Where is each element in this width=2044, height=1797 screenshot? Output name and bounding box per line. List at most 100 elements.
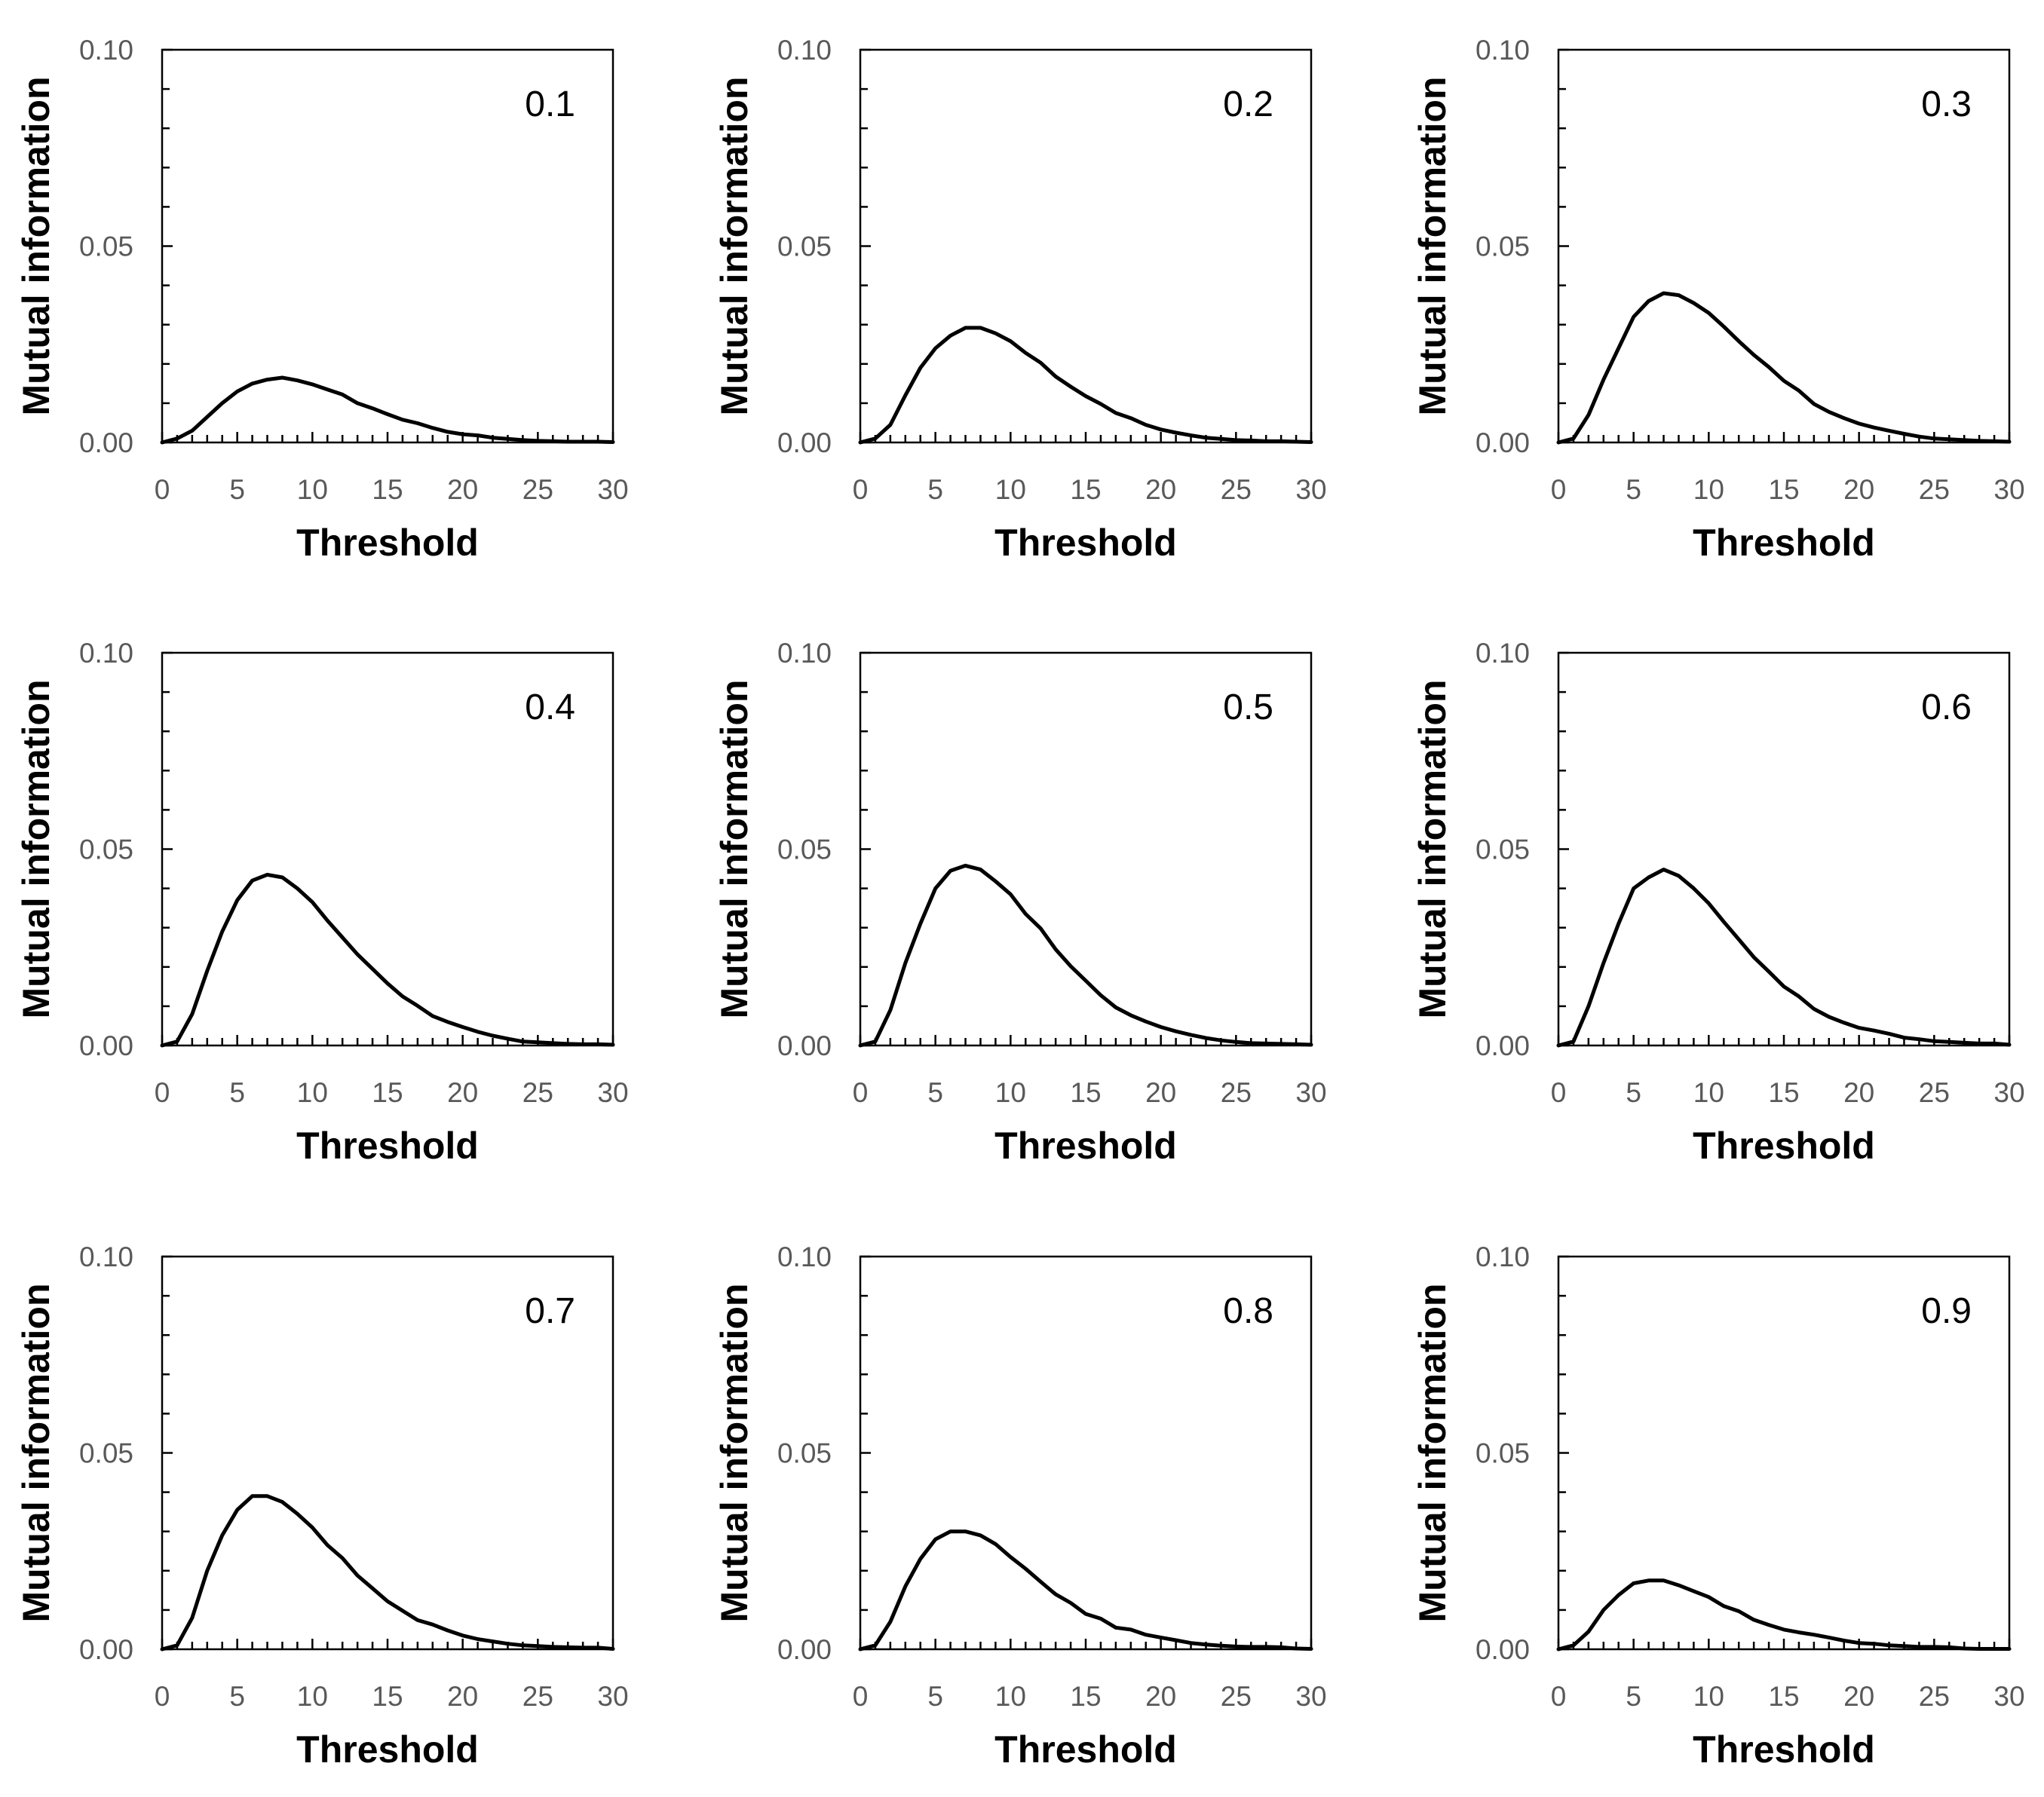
y-tick-label: 0.10 (79, 1241, 133, 1272)
chart-panel-8: 0 5 10 15 20 25 30 0.00 0.05 0.10 Threshold Mutual … (713, 1241, 1327, 1771)
x-axis-title: Threshold (994, 522, 1177, 564)
panel-label: 0.5 (1223, 687, 1273, 727)
series-line (858, 326, 1313, 445)
x-tick-label: 25 (522, 1077, 553, 1108)
y-tick-label: 0.10 (1476, 1241, 1530, 1272)
x-tick-label: 0 (1551, 1681, 1567, 1712)
x-tick-label: 0 (853, 1077, 869, 1108)
y-tick-label: 0.00 (777, 1634, 832, 1665)
x-tick-label: 30 (1993, 1077, 2024, 1108)
y-tick-label: 0.10 (79, 35, 133, 66)
x-axis-title: Threshold (296, 522, 479, 564)
x-tick-label: 0 (853, 1681, 869, 1712)
y-tick-label: 0.05 (1476, 231, 1530, 262)
y-axis-title: Mutual information (713, 680, 755, 1019)
x-tick-label: 25 (1919, 474, 1950, 505)
x-tick-label: 10 (1693, 1077, 1724, 1108)
x-tick-label: 10 (995, 1077, 1026, 1108)
panel-label: 0.2 (1223, 84, 1273, 124)
y-axis-title: Mutual information (15, 1284, 57, 1623)
x-tick-label: 0 (155, 1681, 170, 1712)
x-tick-label: 20 (1843, 1681, 1874, 1712)
y-tick-label: 0.10 (777, 1241, 832, 1272)
x-tick-label: 25 (1221, 1681, 1252, 1712)
y-axis-title: Mutual information (1411, 1284, 1454, 1623)
panel-label: 0.4 (525, 687, 575, 727)
x-tick-label: 5 (229, 474, 245, 505)
y-tick-label: 0.00 (777, 1030, 832, 1061)
x-tick-label: 20 (447, 1077, 478, 1108)
x-tick-label: 20 (1843, 1077, 1874, 1108)
x-axis-title: Threshold (296, 1728, 479, 1771)
y-axis-title: Mutual information (15, 77, 57, 416)
chart-panel-2: 0 5 10 15 20 25 30 0.00 0.05 0.10 Threshold Mutual … (713, 35, 1327, 564)
y-tick-label: 0.05 (1476, 834, 1530, 865)
x-tick-label: 25 (1919, 1077, 1950, 1108)
x-tick-label: 30 (597, 1681, 628, 1712)
x-tick-label: 10 (297, 474, 328, 505)
series-line (1556, 868, 2012, 1048)
y-tick-label: 0.05 (777, 231, 832, 262)
x-tick-label: 30 (597, 474, 628, 505)
panel-label: 0.7 (525, 1291, 575, 1331)
x-tick-label: 0 (155, 474, 170, 505)
x-tick-label: 30 (1295, 1681, 1326, 1712)
x-tick-label: 15 (1070, 1681, 1101, 1712)
x-tick-label: 15 (372, 1077, 403, 1108)
y-axis-title: Mutual information (15, 680, 57, 1019)
x-tick-label: 15 (1768, 474, 1799, 505)
chart-panel-3: 0 5 10 15 20 25 30 0.00 0.05 0.10 Threshold Mutual … (1411, 35, 2025, 564)
y-tick-label: 0.00 (1476, 1030, 1530, 1061)
chart-panel-6: 0 5 10 15 20 25 30 0.00 0.05 0.10 Threshold Mutual … (1411, 638, 2025, 1167)
panel-label: 0.1 (525, 84, 575, 124)
y-tick-label: 0.05 (777, 834, 832, 865)
x-tick-label: 5 (927, 1681, 943, 1712)
x-tick-label: 25 (522, 474, 553, 505)
x-tick-label: 5 (1626, 474, 1641, 505)
series-line (1556, 1578, 2012, 1652)
y-axis-title: Mutual information (1411, 680, 1454, 1019)
x-tick-label: 20 (447, 1681, 478, 1712)
y-tick-label: 0.10 (777, 638, 832, 669)
x-tick-label: 5 (1626, 1681, 1641, 1712)
chart-panel-4: 0 5 10 15 20 25 30 0.00 0.05 0.10 Threshold Mutual … (15, 638, 629, 1167)
y-tick-label: 0.05 (79, 834, 133, 865)
x-tick-label: 5 (1626, 1077, 1641, 1108)
x-tick-label: 10 (995, 1681, 1026, 1712)
panel-label: 0.9 (1921, 1291, 1972, 1331)
x-axis-title: Threshold (1693, 1728, 1875, 1771)
x-tick-label: 15 (372, 1681, 403, 1712)
series-line (160, 872, 615, 1048)
x-tick-label: 25 (1919, 1681, 1950, 1712)
y-tick-label: 0.05 (79, 231, 133, 262)
x-tick-label: 0 (1551, 474, 1567, 505)
x-axis-title: Threshold (994, 1728, 1177, 1771)
x-tick-label: 10 (297, 1681, 328, 1712)
x-tick-label: 30 (597, 1077, 628, 1108)
x-axis-title: Threshold (1693, 1125, 1875, 1167)
x-tick-label: 20 (1145, 1077, 1176, 1108)
y-tick-label: 0.00 (79, 427, 133, 458)
panel-label: 0.8 (1223, 1291, 1273, 1331)
x-tick-label: 30 (1993, 1681, 2024, 1712)
x-axis-title: Threshold (296, 1125, 479, 1167)
x-tick-label: 20 (1843, 474, 1874, 505)
series-line (160, 1494, 615, 1652)
series-line (858, 1529, 1313, 1652)
series-line (1556, 291, 2012, 445)
x-tick-label: 20 (1145, 1681, 1176, 1712)
y-tick-label: 0.05 (777, 1438, 832, 1469)
y-axis-title: Mutual information (713, 77, 755, 416)
x-tick-label: 0 (155, 1077, 170, 1108)
y-tick-label: 0.10 (1476, 35, 1530, 66)
x-tick-label: 10 (1693, 1681, 1724, 1712)
x-tick-label: 0 (853, 474, 869, 505)
y-tick-label: 0.10 (1476, 638, 1530, 669)
x-tick-label: 20 (1145, 474, 1176, 505)
series-line (160, 375, 615, 445)
y-axis-title: Mutual information (1411, 77, 1454, 416)
x-tick-label: 10 (995, 474, 1026, 505)
x-tick-label: 5 (229, 1681, 245, 1712)
x-tick-label: 30 (1993, 474, 2024, 505)
